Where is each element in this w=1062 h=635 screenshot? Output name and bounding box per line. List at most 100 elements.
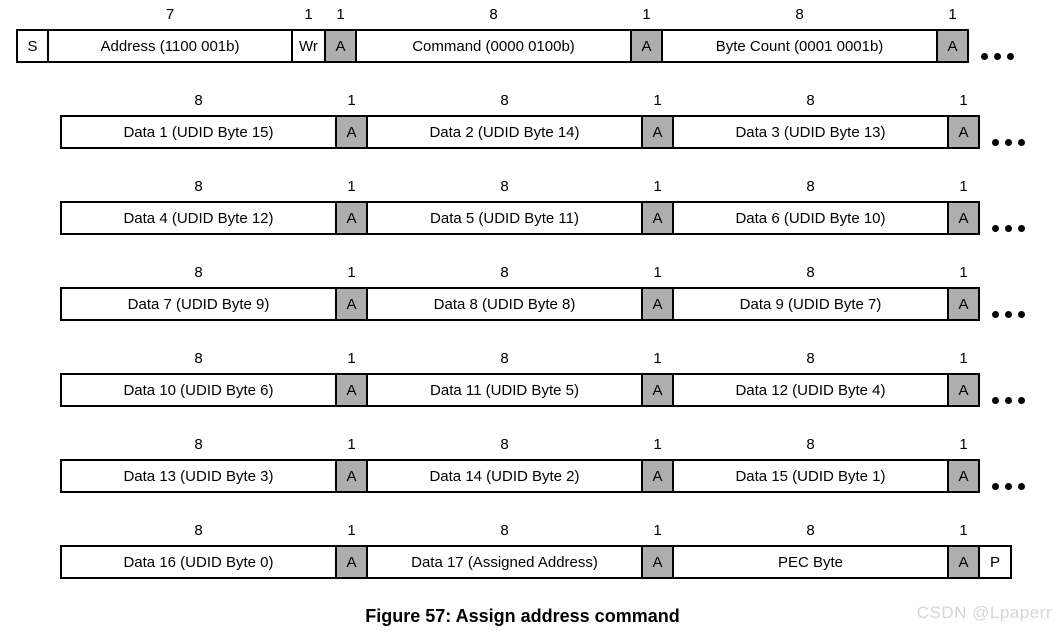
field-box: Data 3 (UDID Byte 13) bbox=[672, 115, 949, 149]
ack-box: A bbox=[947, 287, 980, 321]
dot bbox=[1005, 311, 1012, 318]
bit-count-label: 8 bbox=[795, 6, 804, 23]
bit-count-label: 8 bbox=[806, 350, 815, 367]
bit-count-label: 1 bbox=[347, 436, 356, 453]
field-box: Data 4 (UDID Byte 12) bbox=[60, 201, 337, 235]
ack-box: A bbox=[335, 373, 368, 407]
field-box: Data 15 (UDID Byte 1) bbox=[672, 459, 949, 493]
ack-box: A bbox=[641, 459, 674, 493]
bit-count-label: 8 bbox=[194, 436, 203, 453]
bit-count-label: 7 bbox=[165, 6, 175, 23]
dot bbox=[1005, 483, 1012, 490]
bit-count-label: 8 bbox=[806, 436, 815, 453]
ack-box: A bbox=[335, 115, 368, 149]
field-box: Command (0000 0100b) bbox=[355, 29, 632, 63]
field-box: Address (1100 001b) bbox=[47, 29, 293, 63]
frame-cell: 8 Data 4 (UDID Byte 12) bbox=[60, 176, 337, 235]
field-box: Data 13 (UDID Byte 3) bbox=[60, 459, 337, 493]
frame-rows-container: S 7 Address (1100 001b) 1 Wr 1 A 8 Command (0000… bbox=[16, 4, 1062, 579]
frame-cell: P bbox=[978, 520, 1012, 579]
bit-count-label bbox=[16, 4, 49, 29]
dot bbox=[1005, 225, 1012, 232]
frame-cell: S bbox=[16, 4, 49, 63]
bit-count-label: 8 bbox=[806, 178, 815, 195]
bit-count-label: 8 bbox=[500, 92, 509, 109]
bit-count-label: 1 bbox=[959, 178, 968, 195]
field-box: Data 2 (UDID Byte 14) bbox=[366, 115, 643, 149]
dot bbox=[992, 311, 999, 318]
ack-box: A bbox=[641, 115, 674, 149]
ack-box: A bbox=[641, 201, 674, 235]
field-box: Data 10 (UDID Byte 6) bbox=[60, 373, 337, 407]
ack-box: A bbox=[947, 373, 980, 407]
frame-cell: 1 Wr bbox=[291, 4, 326, 63]
continuation-dots bbox=[992, 483, 1025, 490]
bit-count-label: 1 bbox=[653, 350, 662, 367]
continuation-dots bbox=[992, 225, 1025, 232]
dot bbox=[1007, 53, 1014, 60]
dot bbox=[1018, 311, 1025, 318]
watermark: CSDN @Lpaperr bbox=[916, 603, 1052, 622]
frame-cell: 8 Data 1 (UDID Byte 15) bbox=[60, 90, 337, 149]
dot bbox=[1018, 225, 1025, 232]
ack-box: A bbox=[947, 545, 980, 579]
field-box: PEC Byte bbox=[672, 545, 949, 579]
bit-count-label: 8 bbox=[194, 178, 203, 195]
bit-count-label: 8 bbox=[806, 264, 815, 281]
bit-count-label bbox=[978, 520, 1012, 545]
continuation-dots bbox=[992, 311, 1025, 318]
bit-count-label: 1 bbox=[336, 6, 345, 23]
bit-count-label: 1 bbox=[347, 522, 356, 539]
frame-row: 8 Data 16 (UDID Byte 0) 1 A 8 Data 17 (Assign… bbox=[60, 520, 1062, 579]
bit-count-label: 1 bbox=[959, 350, 968, 367]
bit-count-label: 1 bbox=[653, 522, 662, 539]
frame-cell: 8 Data 14 (UDID Byte 2) bbox=[366, 434, 643, 493]
bit-count-label: 1 bbox=[959, 264, 968, 281]
field-box: Data 1 (UDID Byte 15) bbox=[60, 115, 337, 149]
frame-row: 8 Data 1 (UDID Byte 15) 1 A 8 Data 2 (UDID By… bbox=[60, 90, 1062, 149]
field-box: Data 16 (UDID Byte 0) bbox=[60, 545, 337, 579]
bit-count-label: 8 bbox=[806, 92, 815, 109]
frame-cell: 8 Data 2 (UDID Byte 14) bbox=[366, 90, 643, 149]
bit-count-label: 1 bbox=[347, 92, 356, 109]
ack-box: A bbox=[641, 287, 674, 321]
ack-box: A bbox=[335, 201, 368, 235]
dot bbox=[992, 483, 999, 490]
frame-cell: 8 Data 8 (UDID Byte 8) bbox=[366, 262, 643, 321]
bit-count-label: 1 bbox=[653, 264, 662, 281]
dot bbox=[1018, 483, 1025, 490]
bit-count-label: 1 bbox=[959, 522, 968, 539]
frame-cell: 8 Data 6 (UDID Byte 10) bbox=[672, 176, 949, 235]
dot bbox=[992, 225, 999, 232]
frame-cell: 8 Data 9 (UDID Byte 7) bbox=[672, 262, 949, 321]
field-box: Data 11 (UDID Byte 5) bbox=[366, 373, 643, 407]
bit-count-label: 1 bbox=[347, 178, 356, 195]
frame-cell: 8 Data 3 (UDID Byte 13) bbox=[672, 90, 949, 149]
ack-box: A bbox=[947, 115, 980, 149]
frame-cell: 8 Byte Count (0001 0001b) bbox=[661, 4, 938, 63]
bit-count-label: 1 bbox=[653, 92, 662, 109]
bit-count-label: 8 bbox=[806, 522, 815, 539]
frame-cell: 8 Data 12 (UDID Byte 4) bbox=[672, 348, 949, 407]
field-box: Data 9 (UDID Byte 7) bbox=[672, 287, 949, 321]
bit-count-label: 1 bbox=[347, 264, 356, 281]
dot bbox=[992, 139, 999, 146]
frame-cell: 8 Data 10 (UDID Byte 6) bbox=[60, 348, 337, 407]
bit-count-label: 8 bbox=[194, 264, 203, 281]
dot bbox=[1018, 139, 1025, 146]
bit-count-label: 8 bbox=[500, 436, 509, 453]
ack-box: A bbox=[335, 545, 368, 579]
frame-cell: 8 Data 7 (UDID Byte 9) bbox=[60, 262, 337, 321]
